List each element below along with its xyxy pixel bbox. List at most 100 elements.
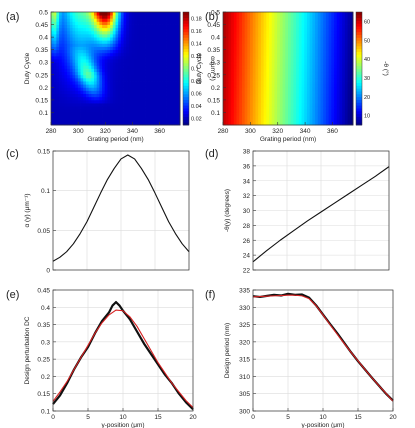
heatmap-cell bbox=[161, 112, 165, 116]
heatmap-cell bbox=[320, 121, 324, 126]
y-tick-label: 26 bbox=[243, 238, 251, 245]
heatmap-cell bbox=[123, 96, 127, 101]
heatmap-cell bbox=[118, 62, 122, 66]
heatmap-cell bbox=[306, 87, 311, 91]
heatmap-cell bbox=[328, 65, 332, 69]
heatmap-cell bbox=[137, 46, 141, 51]
heatmap-cell bbox=[298, 24, 302, 29]
heatmap-cell bbox=[320, 90, 324, 95]
heatmap-cell bbox=[241, 90, 246, 95]
heatmap-cell bbox=[263, 109, 267, 113]
heatmap-cell bbox=[110, 65, 114, 69]
heatmap-cell bbox=[163, 103, 167, 107]
heatmap-cell bbox=[320, 43, 324, 47]
heatmap-cell bbox=[304, 90, 308, 95]
heatmap-cell bbox=[347, 46, 351, 51]
heatmap-cell bbox=[258, 84, 262, 88]
heatmap-cell bbox=[169, 55, 173, 60]
heatmap-cell bbox=[96, 71, 100, 76]
heatmap-cell bbox=[80, 109, 84, 113]
heatmap-cell bbox=[244, 109, 248, 113]
colorbar-segment bbox=[356, 113, 362, 117]
heatmap-cell bbox=[301, 96, 305, 101]
heatmap-cell bbox=[290, 118, 294, 123]
heatmap-cell bbox=[336, 121, 340, 126]
heatmap-cell bbox=[266, 84, 270, 88]
heatmap-cell bbox=[344, 103, 348, 107]
heatmap-cell bbox=[320, 37, 324, 41]
heatmap-cell bbox=[301, 106, 305, 110]
heatmap-cell bbox=[350, 37, 354, 41]
heatmap-cell bbox=[331, 27, 335, 32]
heatmap-cell bbox=[77, 115, 81, 120]
heatmap-cell bbox=[123, 71, 127, 76]
heatmap-cell bbox=[134, 55, 138, 60]
heatmap-cell bbox=[241, 84, 246, 88]
heatmap-cell bbox=[325, 77, 330, 82]
heatmap-cell bbox=[252, 18, 256, 22]
heatmap-cell bbox=[118, 12, 122, 16]
heatmap-cell bbox=[161, 27, 165, 32]
heatmap-cell bbox=[174, 118, 178, 123]
heatmap-cell bbox=[61, 15, 65, 19]
heatmap-cell bbox=[59, 37, 63, 41]
heatmap-cell bbox=[342, 65, 346, 69]
heatmap-cell bbox=[306, 71, 311, 76]
heatmap-cell bbox=[123, 68, 127, 73]
heatmap-cell bbox=[104, 103, 108, 107]
heatmap-cell bbox=[244, 118, 248, 123]
heatmap-cell bbox=[241, 49, 246, 54]
heatmap-cell bbox=[347, 52, 351, 57]
colorbar-segment bbox=[356, 71, 362, 75]
heatmap-cell bbox=[171, 109, 176, 113]
heatmap-cell bbox=[123, 81, 127, 85]
heatmap-cell bbox=[296, 71, 300, 76]
heatmap-cell bbox=[225, 40, 229, 44]
heatmap-cell bbox=[69, 27, 73, 32]
heatmap-cell bbox=[166, 24, 170, 29]
heatmap-cell bbox=[99, 103, 103, 107]
heatmap-cell bbox=[177, 93, 181, 98]
heatmap-cell bbox=[96, 15, 100, 19]
heatmap-cell bbox=[150, 96, 154, 101]
heatmap-cell bbox=[99, 106, 103, 110]
heatmap-cell bbox=[166, 49, 170, 54]
heatmap-cell bbox=[277, 65, 281, 69]
heatmap-cell bbox=[150, 93, 154, 98]
heatmap-cell bbox=[328, 115, 332, 120]
heatmap-cell bbox=[239, 103, 243, 107]
heatmap-cell bbox=[258, 109, 262, 113]
colorbar-segment bbox=[356, 82, 362, 86]
heatmap-cell bbox=[290, 99, 294, 104]
heatmap-cell bbox=[69, 74, 73, 79]
heatmap-cell bbox=[304, 62, 308, 66]
heatmap-cell bbox=[91, 43, 95, 47]
heatmap-cell bbox=[350, 84, 354, 88]
heatmap-cell bbox=[94, 103, 98, 107]
heatmap-cell bbox=[112, 118, 116, 123]
heatmap-cell bbox=[102, 115, 106, 120]
heatmap-cell bbox=[231, 115, 235, 120]
panel-c: (c)00.050.10.15α (y) (μm⁻¹) bbox=[6, 148, 190, 275]
heatmap-cell bbox=[277, 109, 281, 113]
heatmap-cell bbox=[266, 103, 270, 107]
heatmap-cell bbox=[312, 43, 316, 47]
heatmap-cell bbox=[274, 37, 278, 41]
heatmap-cell bbox=[99, 77, 103, 82]
heatmap-cell bbox=[309, 43, 313, 47]
heatmap-cell bbox=[271, 84, 275, 88]
heatmap-cell bbox=[290, 52, 294, 57]
heatmap-cell bbox=[51, 30, 55, 35]
heatmap-cell bbox=[61, 27, 65, 32]
heatmap-cell bbox=[169, 112, 173, 116]
heatmap-cell bbox=[53, 27, 57, 32]
heatmap-cell bbox=[255, 81, 259, 85]
heatmap-cell bbox=[342, 27, 346, 32]
heatmap-cell bbox=[328, 81, 332, 85]
heatmap-cell bbox=[102, 65, 106, 69]
heatmap-cell bbox=[274, 84, 278, 88]
y-axis-label: Design perturbation DC bbox=[24, 316, 31, 384]
heatmap-cell bbox=[126, 115, 130, 120]
heatmap-cell bbox=[312, 15, 316, 19]
heatmap-cell bbox=[147, 59, 151, 63]
